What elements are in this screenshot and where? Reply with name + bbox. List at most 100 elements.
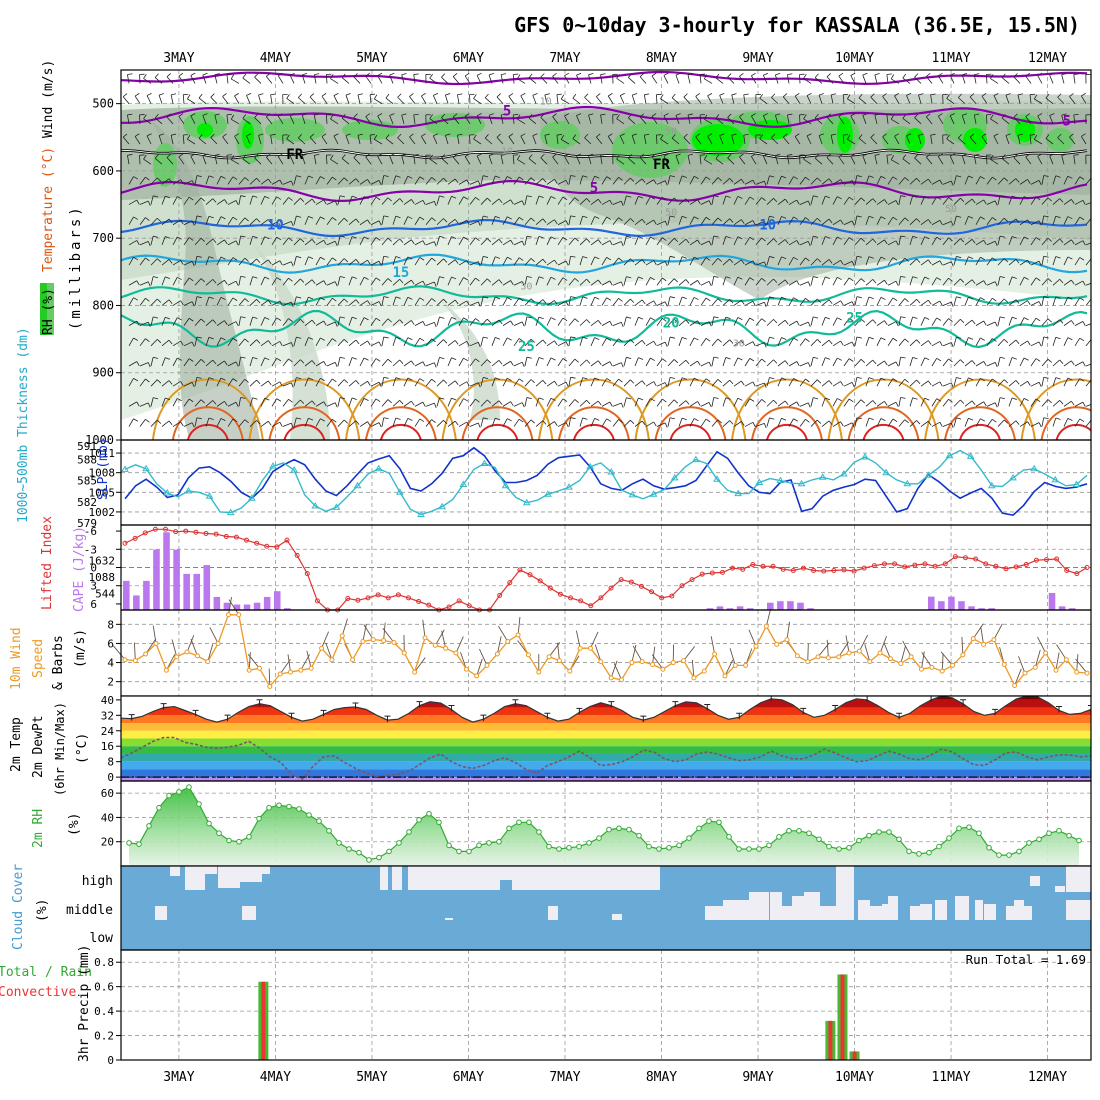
wind-barb-flag: [994, 321, 998, 327]
wind-barb: [876, 199, 885, 205]
wind-barb-flag: [729, 299, 734, 304]
wind-barb: [150, 339, 158, 347]
wind-barb-flag: [1037, 153, 1043, 157]
wind-barb-flag: [383, 417, 389, 420]
wind-barb-flag: [395, 215, 401, 219]
wind-barb-flag: [214, 113, 220, 116]
cloud-cell-clear: [548, 906, 558, 920]
wind-barb: [447, 317, 452, 326]
wind-barb: [1008, 276, 1013, 286]
wind-barb-flag: [784, 279, 789, 285]
wind-barb: [139, 217, 146, 225]
wind-barb: [711, 276, 715, 286]
wind10m-barb: [1075, 658, 1088, 674]
wind-barb: [172, 381, 181, 387]
wind-barb-flag: [574, 237, 579, 242]
wind-barb-flag: [892, 176, 898, 180]
wind-barb-flag: [530, 298, 536, 303]
wind10m-barb: [227, 596, 233, 615]
wind-barb: [359, 196, 365, 205]
wind-barb-flag: [574, 278, 579, 282]
wind-barb-flag: [816, 217, 822, 223]
wind-barb: [799, 176, 806, 185]
wind-barb-flag: [345, 93, 351, 96]
wind-barb: [293, 337, 297, 346]
wind-barb: [488, 74, 493, 84]
wind-barb-flag: [214, 153, 220, 156]
wind-marker: [970, 636, 976, 642]
wind-barb-flag: [190, 113, 196, 117]
rh-blob: [748, 120, 792, 140]
wind-barb-flag: [737, 236, 743, 240]
wind-barb-flag: [224, 280, 228, 285]
wind-barb-flag: [662, 237, 667, 241]
wind-barb-flag: [401, 73, 407, 76]
wind-marker: [474, 673, 480, 679]
precip-run-total: Run Total = 1.69: [966, 952, 1086, 967]
wind-barb: [975, 239, 984, 246]
wind-barb: [127, 155, 130, 165]
wind-barb: [854, 318, 862, 326]
wind-barb: [639, 157, 647, 165]
wind-barb-flag: [526, 316, 532, 319]
wind-barb-flag: [600, 154, 606, 156]
wind-barb-flag: [1027, 421, 1031, 427]
wind-barb: [1073, 155, 1076, 165]
wind-barb-flag: [1055, 417, 1061, 420]
wind-barb: [414, 280, 424, 286]
rh-marker: [776, 834, 782, 840]
wind-barb: [359, 380, 368, 387]
wind-barb: [788, 257, 794, 266]
wind-barb: [139, 176, 146, 185]
wind-barb: [458, 421, 467, 427]
tick-label: 24: [101, 725, 115, 738]
wind-barb: [154, 157, 163, 165]
cape-bar: [263, 596, 271, 610]
wind-barb-flag: [240, 356, 246, 359]
wind-barb-flag: [296, 256, 302, 259]
wind-barb-flag: [713, 397, 719, 399]
temperature-contour: [461, 406, 534, 440]
wind-barb-flag: [838, 153, 844, 158]
wind-barb-flag: [399, 359, 404, 364]
wind-barb-flag: [626, 235, 632, 238]
lifted-marker: [466, 603, 472, 609]
wind-barb: [1001, 117, 1010, 125]
wind-barb-flag: [594, 337, 600, 340]
wind-barb: [409, 136, 416, 145]
wind-barb-flag: [606, 257, 612, 261]
wind-barb: [535, 276, 540, 286]
wind-barb-flag: [638, 316, 644, 320]
cloud-cell-clear: [870, 906, 882, 920]
wind-barb-flag: [1059, 359, 1064, 364]
rh-marker: [716, 819, 722, 826]
wind-barb-flag: [769, 215, 775, 218]
wind-barb-flag: [232, 257, 238, 261]
wind-barb: [953, 337, 957, 346]
date-label-bottom: 9MAY: [742, 1070, 773, 1085]
wind-barb-flag: [296, 175, 302, 178]
wind-barb-flag: [708, 402, 712, 408]
wind-barb-flag: [769, 175, 775, 178]
wind-barb: [429, 158, 438, 165]
wind-barb-flag: [540, 153, 545, 158]
lifted-marker: [274, 544, 280, 550]
wind-barb: [656, 318, 663, 326]
wind-barb-flag: [620, 281, 624, 287]
wind-barb: [413, 155, 416, 165]
wind-barb-flag: [630, 218, 635, 223]
wind-barb-flag: [486, 318, 492, 323]
wind-barb-flag: [550, 236, 556, 240]
wind-barb-flag: [188, 237, 194, 241]
minmax-marker: [352, 702, 359, 710]
wind-barb-flag: [565, 301, 569, 307]
rh-legend-swatch-green: [40, 283, 47, 335]
wind-barb-flag: [999, 195, 1005, 198]
wind-barb: [432, 95, 438, 104]
wind-barb-flag: [1059, 198, 1064, 203]
wind-barb: [887, 200, 897, 205]
wind-barb: [139, 378, 146, 387]
wind-barb-flag: [200, 399, 206, 404]
wind-barb-flag: [191, 261, 195, 266]
